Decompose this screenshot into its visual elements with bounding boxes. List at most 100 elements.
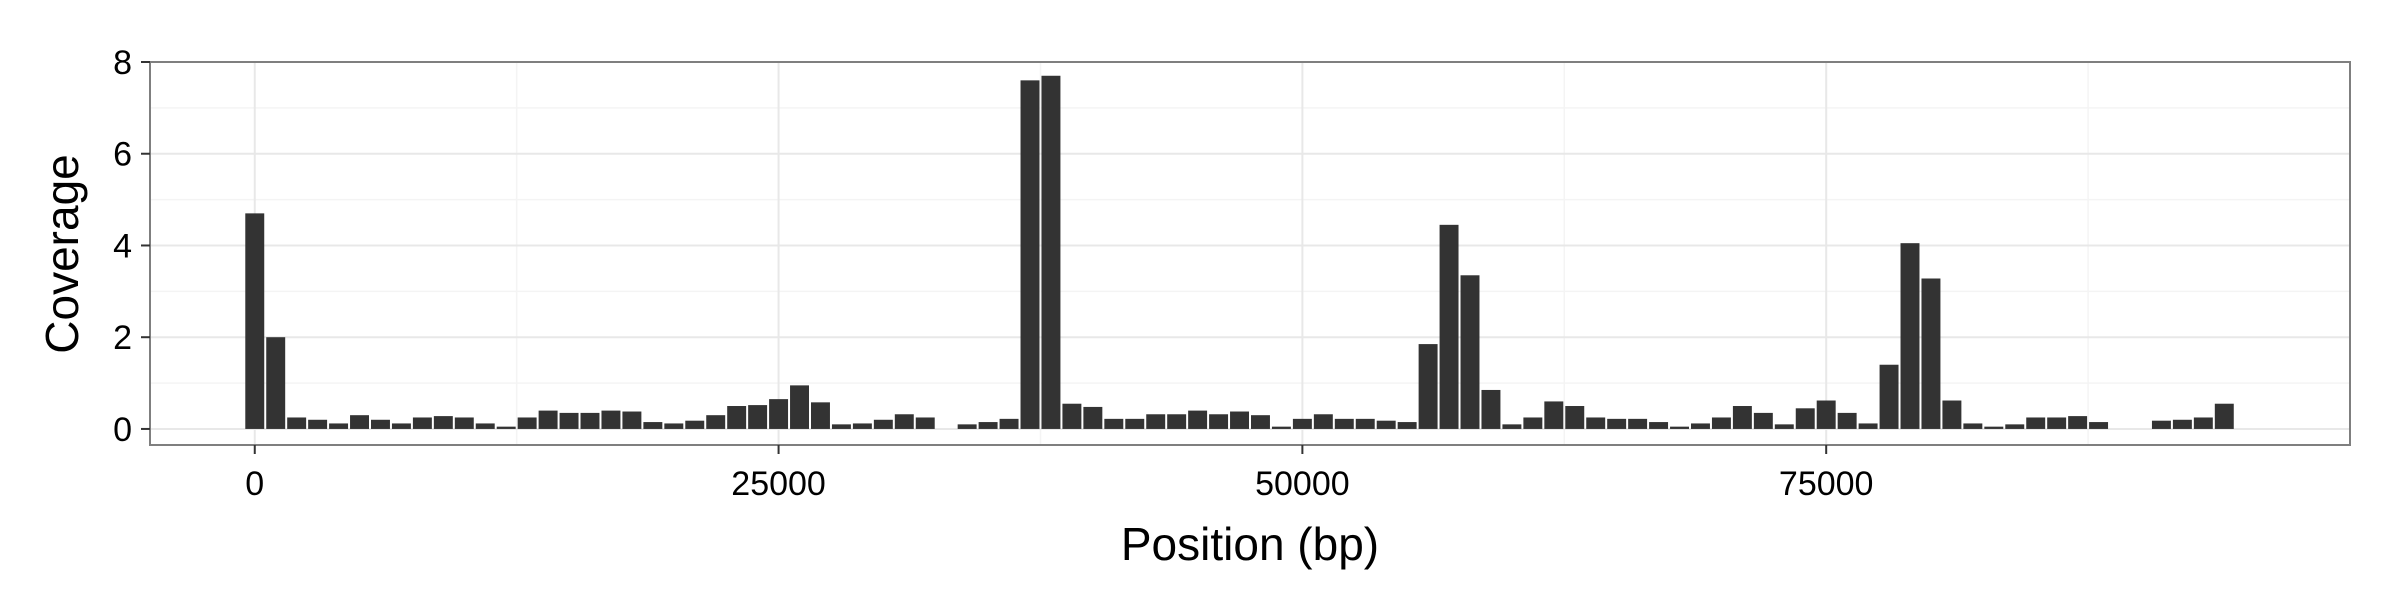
bar (790, 385, 809, 429)
bar (412, 417, 432, 429)
bar (2089, 422, 2109, 429)
bar (622, 411, 642, 429)
y-tick-label: 0 (113, 411, 132, 449)
bar (391, 423, 411, 429)
bar (1544, 401, 1564, 429)
bar (873, 419, 893, 429)
bar (245, 213, 265, 429)
bar (371, 419, 390, 429)
bar (350, 415, 369, 429)
bar (1795, 408, 1815, 429)
bar (1481, 389, 1501, 429)
bar (1900, 243, 1920, 429)
bar (915, 417, 935, 429)
x-tick-label: 50000 (1255, 465, 1350, 503)
bar (706, 415, 726, 429)
bar (1691, 423, 1710, 429)
y-axis: 0 2 4 6 8 (113, 44, 150, 449)
x-axis: 0 25000 50000 75000 (245, 445, 1873, 503)
bar (978, 422, 998, 429)
x-tick-label: 25000 (731, 465, 826, 503)
plot-panel (149, 61, 2351, 446)
bar (1460, 275, 1480, 429)
bars (245, 75, 2234, 429)
bar (538, 410, 558, 429)
bar (1271, 426, 1291, 429)
bar (1942, 400, 1962, 429)
bar (727, 406, 747, 429)
bar (1083, 406, 1103, 429)
bar (2068, 416, 2088, 429)
bar (1502, 424, 1522, 429)
bar (831, 424, 851, 429)
bar (559, 412, 579, 429)
bar (1418, 344, 1438, 429)
bar (1984, 426, 2004, 429)
plot-border (149, 61, 2351, 446)
bar (769, 399, 789, 429)
bar (748, 405, 768, 429)
bar (1230, 411, 1249, 429)
bar (1146, 414, 1166, 429)
bar (1062, 403, 1082, 429)
bar (643, 422, 663, 429)
bar (1628, 418, 1648, 429)
x-tick-label: 0 (245, 465, 264, 503)
bar (1041, 75, 1061, 429)
y-tick-label: 6 (113, 136, 132, 174)
bar (1292, 418, 1312, 429)
bar (1753, 412, 1773, 429)
bar (1313, 414, 1333, 429)
bar (1334, 418, 1354, 429)
bar (852, 423, 872, 429)
bar (475, 423, 495, 429)
bar (2193, 417, 2213, 429)
bar (329, 423, 349, 429)
bar (496, 426, 516, 429)
bar (1732, 406, 1752, 429)
bar (1397, 422, 1417, 429)
bar (1188, 410, 1208, 429)
bar (266, 337, 286, 429)
bar (1167, 414, 1187, 429)
bar (2151, 420, 2171, 429)
bar (1439, 224, 1459, 429)
x-axis-title: Position (bp) (1121, 518, 1379, 570)
bar (894, 414, 914, 429)
bar (1565, 406, 1585, 429)
bar (517, 417, 537, 429)
bar (433, 416, 453, 429)
bar (1209, 414, 1229, 429)
bar (1670, 426, 1689, 429)
y-axis-title: Coverage (36, 154, 88, 353)
bar (1837, 412, 1857, 429)
bar (1711, 417, 1731, 429)
x-tick-label: 75000 (1779, 465, 1874, 503)
bar (1774, 424, 1794, 429)
bar (957, 424, 977, 429)
bar (2047, 417, 2067, 429)
bar (580, 412, 600, 429)
bar (999, 418, 1019, 429)
bar (601, 410, 621, 429)
bar (685, 420, 705, 429)
bar (1523, 417, 1543, 429)
bar (664, 423, 684, 429)
bar (1125, 418, 1145, 429)
y-tick-label: 8 (113, 44, 132, 82)
bar (1104, 418, 1124, 429)
bar (1607, 418, 1627, 429)
bar (811, 402, 830, 429)
bar (1376, 420, 1396, 429)
bar (2026, 417, 2046, 429)
bar (1586, 417, 1606, 429)
y-tick-label: 2 (113, 319, 132, 357)
bar (1816, 400, 1836, 429)
bar (1963, 423, 1983, 429)
minor-gridlines (150, 62, 2350, 445)
bar (1251, 415, 1270, 429)
bar (1355, 418, 1375, 429)
bar (1649, 422, 1669, 429)
bar (1921, 278, 1941, 429)
